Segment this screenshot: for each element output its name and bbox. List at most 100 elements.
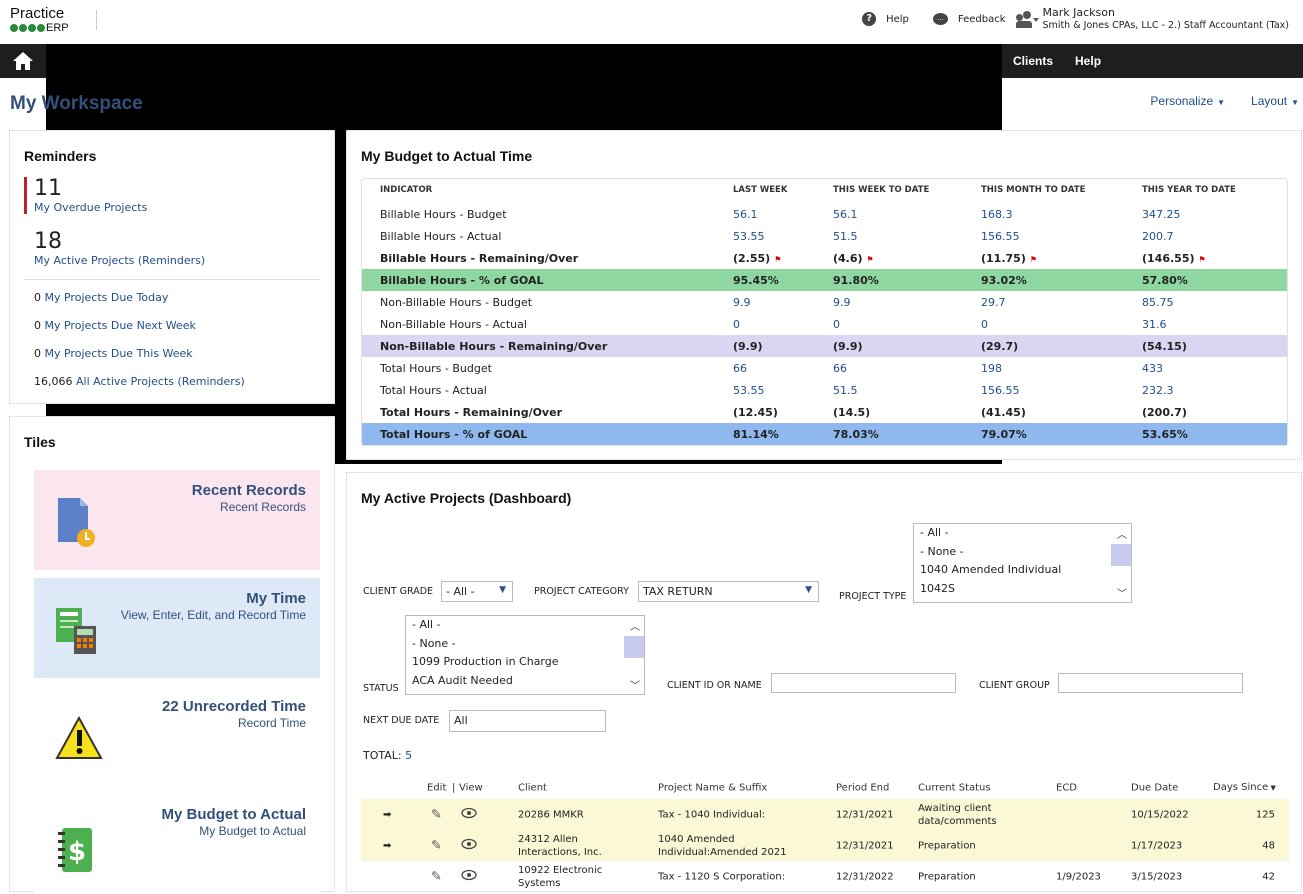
help-icon[interactable]: ? bbox=[862, 12, 877, 26]
reminder-item: 16,066 All Active Projects (Reminders) bbox=[34, 375, 245, 388]
tile-budget-to-actual[interactable]: $ My Budget to Actual My Budget to Actua… bbox=[34, 794, 320, 894]
budget-value-link[interactable]: 9.9 bbox=[833, 295, 851, 309]
view-icon[interactable] bbox=[461, 807, 477, 822]
option[interactable]: - None - bbox=[920, 544, 964, 558]
budget-value-link[interactable]: 168.3 bbox=[981, 207, 1013, 221]
tile-my-time[interactable]: My Time View, Enter, Edit, and Record Ti… bbox=[34, 578, 320, 678]
budget-value-link[interactable]: 433 bbox=[1142, 361, 1163, 375]
budget-value-link[interactable]: 0 bbox=[981, 317, 988, 331]
client-group-input[interactable] bbox=[1058, 673, 1243, 693]
option[interactable]: 1099 Production in Charge bbox=[412, 655, 559, 668]
col-client[interactable]: Client bbox=[518, 782, 547, 794]
col-status[interactable]: Current Status bbox=[918, 782, 991, 794]
budget-value-link[interactable]: 156.55 bbox=[981, 383, 1020, 397]
option[interactable]: - None - bbox=[412, 636, 456, 650]
indicator-label: Billable Hours - Actual bbox=[380, 229, 502, 243]
budget-value-link[interactable]: 56.1 bbox=[733, 207, 758, 221]
feedback-icon[interactable]: … bbox=[932, 13, 948, 25]
chevron-up-icon[interactable]: ︿ bbox=[630, 622, 640, 633]
client-id-label: CLIENT ID OR NAME bbox=[667, 680, 762, 691]
overdue-link[interactable]: My Overdue Projects bbox=[34, 201, 148, 214]
feedback-link[interactable]: Feedback bbox=[957, 13, 1006, 25]
budget-value: 57.80% bbox=[1142, 273, 1188, 287]
tile-title: Recent Records bbox=[191, 482, 306, 499]
budget-value-link[interactable]: 0 bbox=[733, 317, 740, 331]
active-link[interactable]: My Active Projects (Reminders) bbox=[34, 254, 206, 267]
budget-value-link[interactable]: 53.55 bbox=[733, 229, 765, 243]
project-cell[interactable]: Tax - 1040 Individual: bbox=[658, 809, 766, 820]
budget-value-link[interactable]: 29.7 bbox=[981, 295, 1006, 309]
reminder-link[interactable]: My Projects Due Today bbox=[44, 291, 169, 304]
app-logo[interactable]: Practice ERP bbox=[10, 6, 69, 35]
client-cell[interactable]: 24312 Allen Interactions, Inc. bbox=[518, 833, 602, 858]
table-row[interactable]: ✎ 10922 Electronic Systems Tax - 1120 S Co… bbox=[361, 861, 1289, 892]
budget-value-link[interactable]: 31.6 bbox=[1142, 317, 1167, 331]
tiles-title: Tiles bbox=[24, 434, 56, 450]
col-project[interactable]: Project Name & Suffix bbox=[658, 782, 768, 794]
budget-value-link[interactable]: 232.3 bbox=[1142, 383, 1174, 397]
view-icon[interactable] bbox=[461, 838, 477, 853]
view-icon[interactable] bbox=[461, 869, 477, 884]
tile-recent-records[interactable]: Recent Records Recent Records bbox=[34, 470, 320, 570]
option[interactable]: ACA Audit Needed bbox=[412, 673, 513, 687]
client-id-input[interactable] bbox=[771, 673, 956, 693]
chevron-down-icon[interactable]: ﹀ bbox=[1117, 589, 1127, 600]
budget-value-link[interactable]: 198 bbox=[981, 361, 1002, 375]
project-type-listbox[interactable]: - All - - None - 1040 Amended Individual… bbox=[913, 523, 1132, 603]
budget-value-link[interactable]: 51.5 bbox=[833, 229, 858, 243]
scrollbar-thumb[interactable] bbox=[1111, 544, 1131, 566]
option[interactable]: - All - bbox=[412, 618, 441, 631]
option[interactable]: - All - bbox=[920, 526, 949, 539]
project-cell[interactable]: 1040 Amended Individual:Amended 2021 bbox=[658, 833, 787, 858]
select-value: TAX RETURN bbox=[643, 585, 713, 598]
nav-clients[interactable]: Clients bbox=[1013, 54, 1054, 68]
budget-row: Non-Billable Hours - Actual 0 0 0 31.6 bbox=[362, 313, 1287, 335]
scrollbar-thumb[interactable] bbox=[624, 636, 644, 658]
personalize-menu[interactable]: Personalize ▼ bbox=[1150, 94, 1225, 108]
option[interactable]: 1040 Amended Individual bbox=[920, 563, 1062, 576]
users-icon bbox=[1015, 10, 1039, 28]
budget-value-link[interactable]: 56.1 bbox=[833, 207, 858, 221]
client-cell[interactable]: 10922 Electronic Systems bbox=[518, 864, 603, 889]
table-row[interactable]: ➡ ✎ 24312 Allen Interactions, Inc. 1040 Ame… bbox=[361, 830, 1289, 861]
layout-menu[interactable]: Layout ▼ bbox=[1251, 94, 1299, 108]
budget-value-link[interactable]: 156.55 bbox=[981, 229, 1020, 243]
budget-value-link[interactable]: 51.5 bbox=[833, 383, 858, 397]
table-row[interactable]: ➡ ✎ 20286 MMKR Tax - 1040 Individual: 12/31/… bbox=[361, 799, 1289, 830]
col-period[interactable]: Period End bbox=[836, 782, 890, 794]
arrow-right-icon: ➡ bbox=[383, 809, 392, 820]
budget-value-link[interactable]: 9.9 bbox=[733, 295, 751, 309]
chevron-down-icon[interactable]: ﹀ bbox=[630, 681, 640, 692]
reminder-link[interactable]: My Projects Due This Week bbox=[44, 347, 193, 360]
client-grade-select[interactable]: - All - ▼ bbox=[441, 581, 513, 602]
col-due[interactable]: Due Date bbox=[1131, 782, 1179, 794]
col-days[interactable]: Days Since ▼ bbox=[1213, 781, 1276, 795]
budget-value-link[interactable]: 85.75 bbox=[1142, 295, 1174, 309]
user-menu[interactable]: Mark Jackson Smith & Jones CPAs, LLC - 2… bbox=[1015, 6, 1289, 32]
budget-value-link[interactable]: 53.55 bbox=[733, 383, 765, 397]
budget-value-link[interactable]: 200.7 bbox=[1142, 229, 1174, 243]
budget-value-link[interactable]: 66 bbox=[733, 361, 747, 375]
next-due-input[interactable]: All bbox=[449, 710, 606, 732]
budget-row: Total Hours - % of GOAL 81.14% 78.03% 79.07… bbox=[362, 423, 1287, 445]
edit-icon[interactable]: ✎ bbox=[431, 869, 442, 884]
chevron-up-icon[interactable]: ︿ bbox=[1117, 530, 1127, 541]
budget-value-link[interactable]: 347.25 bbox=[1142, 207, 1181, 221]
option[interactable]: 1042S bbox=[920, 581, 955, 595]
home-button[interactable] bbox=[0, 44, 46, 78]
client-cell[interactable]: 20286 MMKR bbox=[518, 809, 584, 820]
col-ecd[interactable]: ECD bbox=[1056, 782, 1078, 794]
nav-help[interactable]: Help bbox=[1075, 54, 1102, 68]
budget-value-link[interactable]: 0 bbox=[833, 317, 840, 331]
project-cell[interactable]: Tax - 1120 S Corporation: bbox=[658, 871, 786, 882]
tile-unrecorded-time[interactable]: 22 Unrecorded Time Record Time bbox=[34, 686, 320, 786]
project-category-select[interactable]: TAX RETURN ▼ bbox=[638, 581, 819, 602]
edit-icon[interactable]: ✎ bbox=[431, 838, 442, 853]
reminder-link[interactable]: All Active Projects (Reminders) bbox=[76, 375, 245, 388]
reminder-link[interactable]: My Projects Due Next Week bbox=[44, 319, 196, 332]
help-link[interactable]: Help bbox=[886, 13, 909, 25]
status-listbox[interactable]: - All - - None - 1099 Production in Char… bbox=[405, 615, 645, 695]
edit-icon[interactable]: ✎ bbox=[431, 807, 442, 822]
budget-value-link[interactable]: 66 bbox=[833, 361, 847, 375]
budget-value: (2.55) bbox=[733, 251, 771, 265]
